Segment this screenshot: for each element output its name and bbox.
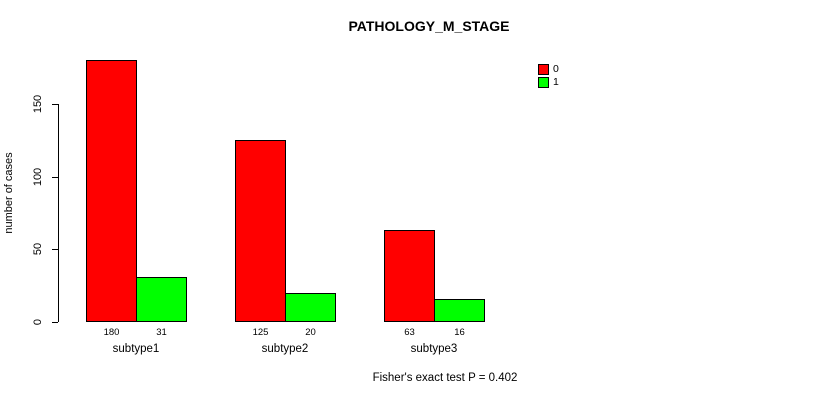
- bar-count-label: 16: [454, 327, 465, 338]
- y-axis-tick-label: 100: [32, 167, 44, 186]
- category-label-subtype2: subtype2: [261, 343, 309, 355]
- bar-count-label: 63: [404, 327, 415, 338]
- y-axis-tick: [52, 322, 58, 323]
- bar-subtype3-series-1: [434, 299, 485, 322]
- legend-label: 1: [553, 76, 559, 88]
- y-axis-tick-label: 50: [32, 243, 44, 256]
- bar-count-label: 125: [252, 327, 269, 338]
- y-axis-tick-label: 150: [32, 94, 44, 114]
- legend-entry-0: 0: [538, 63, 559, 76]
- bar-subtype2-series-1: [285, 293, 336, 322]
- legend-label: 0: [553, 63, 559, 75]
- bar-count-label: 20: [305, 327, 316, 338]
- y-axis-tick: [52, 104, 58, 105]
- y-axis-tick: [52, 176, 58, 178]
- category-label-subtype1: subtype1: [112, 343, 160, 355]
- y-axis-tick-label: 0: [32, 318, 44, 326]
- category-label-subtype3: subtype3: [410, 343, 458, 355]
- legend-swatch-icon: [538, 77, 549, 88]
- y-axis-label: number of cases: [3, 152, 15, 234]
- legend-entry-1: 1: [538, 76, 559, 89]
- bar-subtype1-series-1: [136, 277, 187, 322]
- bar-count-label: 31: [156, 327, 167, 338]
- y-axis-tick: [52, 249, 58, 251]
- bar-subtype3-series-0: [384, 230, 435, 322]
- bar-count-label: 180: [103, 327, 120, 338]
- bar-subtype2-series-0: [235, 140, 286, 322]
- annotation-text: Fisher's exact test P = 0.402: [372, 372, 518, 384]
- y-axis-line: [58, 104, 59, 322]
- bar-subtype1-series-0: [86, 60, 137, 322]
- chart-title: PATHOLOGY_M_STAGE: [348, 18, 510, 34]
- legend-swatch-icon: [538, 64, 549, 75]
